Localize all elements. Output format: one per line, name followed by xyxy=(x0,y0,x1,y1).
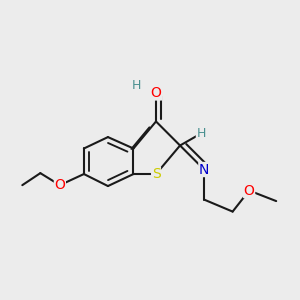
Text: O: O xyxy=(54,178,65,192)
Text: H: H xyxy=(196,127,206,140)
Text: O: O xyxy=(151,86,161,100)
Text: O: O xyxy=(244,184,255,198)
Text: N: N xyxy=(199,163,209,176)
Text: H: H xyxy=(132,79,141,92)
Text: S: S xyxy=(152,167,160,181)
